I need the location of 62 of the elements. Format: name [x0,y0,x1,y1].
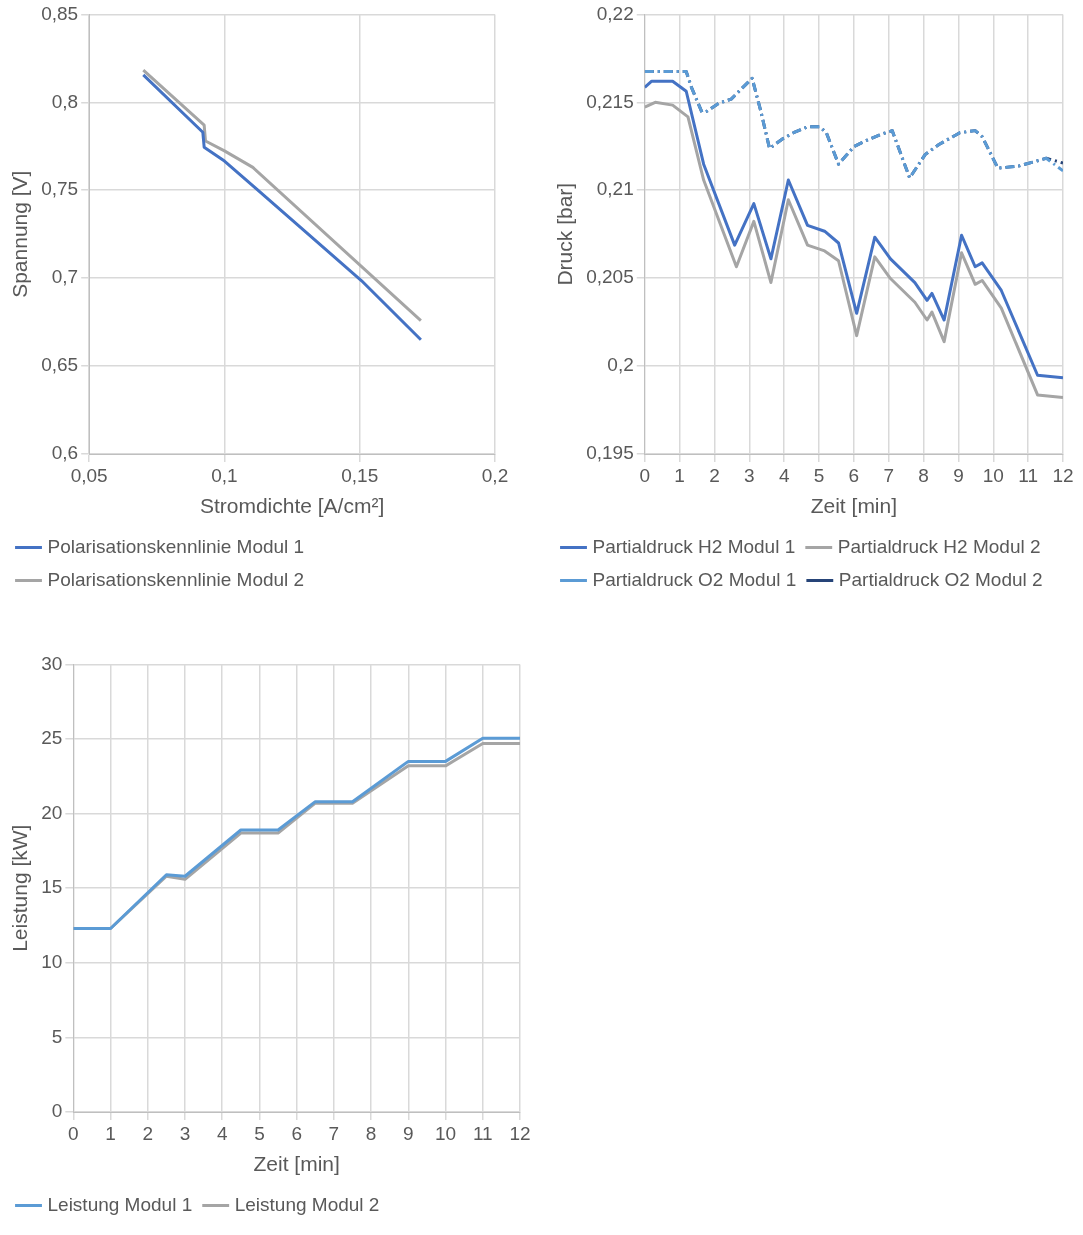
x-axis-title: Zeit [min] [253,1152,340,1176]
y-tick-label: 30 [41,652,63,674]
x-tick-label: 0,15 [341,464,379,486]
x-tick-label: 2 [142,1122,154,1144]
y-tick-label: 0,75 [41,178,79,200]
legend-label: Partialdruck O2 Modul 1 [592,568,797,590]
y-tick-label: 0,21 [596,178,634,200]
y-tick-label: 0,8 [51,90,79,112]
legend-label: Partialdruck H2 Modul 2 [837,535,1041,557]
legend-label: Polarisationskennlinie Modul 2 [47,568,305,590]
x-tick-label: 1 [674,464,685,486]
x-tick-label: 7 [883,464,895,486]
x-tick-label: 2 [709,464,720,486]
x-tick-label: 8 [365,1122,377,1144]
legend-label: Partialdruck O2 Modul 2 [838,568,1043,590]
y-tick-label: 0,6 [51,442,79,464]
x-tick-label: 0 [639,464,651,486]
y-tick-label: 0,85 [41,2,79,24]
x-tick-label: 7 [328,1122,340,1144]
y-tick-label: 0,205 [586,266,634,288]
y-tick-label: 15 [41,876,63,898]
x-tick-label: 11 [1018,464,1039,486]
y-axis-title: Spannung [V] [8,170,32,298]
x-tick-label: 12 [1052,464,1074,486]
y-tick-label: 5 [51,1025,63,1047]
x-tick-label: 5 [254,1122,265,1144]
y-axis-title: Leistung [kW] [8,824,32,952]
y-tick-label: 20 [41,801,63,823]
x-tick-label: 8 [918,464,929,486]
legend-label: Leistung Modul 2 [234,1193,380,1215]
x-tick-label: 6 [848,464,860,486]
x-tick-label: 0,1 [211,464,238,486]
x-tick-label: 0,2 [481,464,509,486]
y-tick-label: 0,215 [586,90,634,112]
x-tick-label: 3 [744,464,755,486]
y-tick-label: 0,195 [586,442,634,464]
x-tick-label: 4 [216,1122,228,1144]
x-tick-label: 6 [291,1122,302,1144]
x-tick-label: 5 [813,464,825,486]
x-tick-label: 9 [403,1122,414,1144]
legend-label: Polarisationskennlinie Modul 1 [47,535,305,557]
x-tick-label: 12 [509,1122,531,1144]
x-tick-label: 11 [472,1122,493,1144]
x-tick-label: 3 [179,1122,191,1144]
y-tick-label: 0,2 [607,354,634,376]
y-tick-label: 0,7 [51,266,79,288]
x-tick-label: 9 [953,464,964,486]
x-tick-label: 0,05 [70,464,108,486]
x-axis-title: Zeit [min] [810,494,898,518]
y-tick-label: 10 [41,951,63,973]
legend-label: Leistung Modul 1 [47,1193,193,1215]
y-tick-label: 25 [41,727,63,749]
y-axis-title: Druck [bar] [553,182,577,286]
x-tick-label: 4 [778,464,790,486]
y-tick-label: 0,22 [596,2,634,24]
legend-label: Partialdruck H2 Modul 1 [592,535,796,557]
y-tick-label: 0 [51,1100,63,1122]
x-tick-label: 10 [982,464,1004,486]
y-tick-label: 0,65 [41,354,79,376]
x-tick-label: 10 [434,1122,457,1144]
x-tick-label: 1 [105,1122,116,1144]
x-axis-title: Stromdichte [A/cm²] [199,494,385,518]
